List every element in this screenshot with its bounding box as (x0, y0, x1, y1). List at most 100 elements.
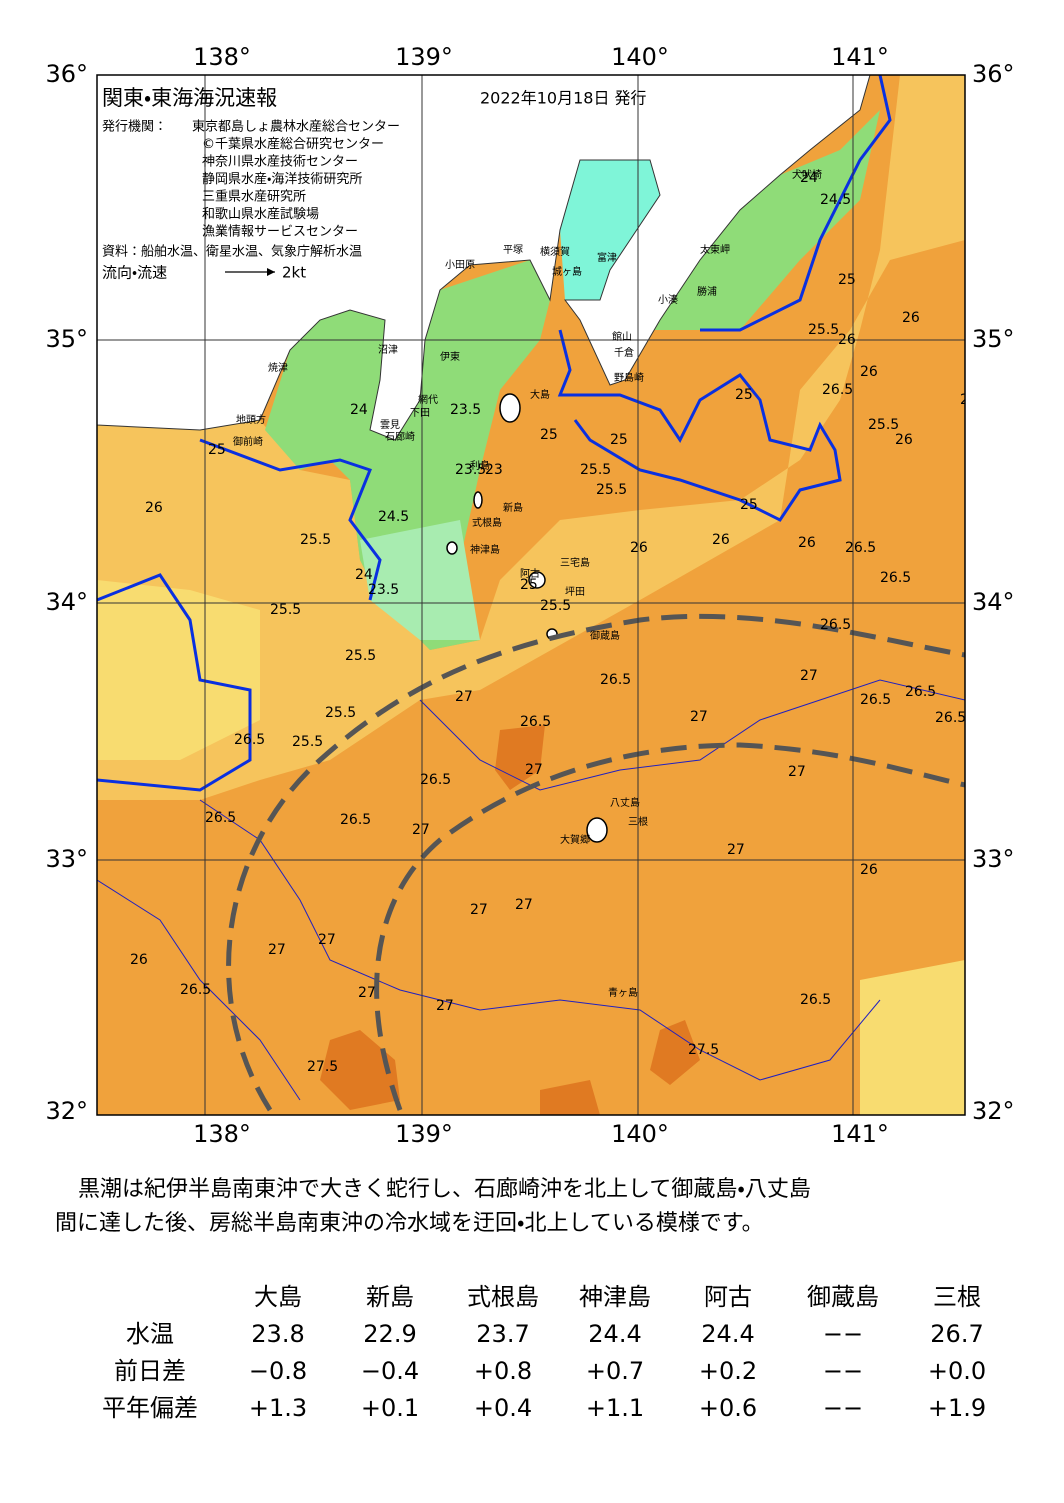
header: 関東・東海海況速報 2022年10月18日 発行 発行機関： 資料：船舶水温、衛… (102, 86, 647, 282)
contour-label: 25.5 (292, 734, 323, 750)
contour-label: 25.5 (300, 532, 331, 548)
lat-label: 35° (972, 325, 1015, 353)
contour-label: 24 (355, 567, 373, 583)
place-name: 三宅島 (560, 556, 590, 569)
cell: +0.1 (361, 1394, 419, 1422)
lon-label: 139° (395, 1120, 453, 1148)
contour-label: 27 (727, 842, 745, 858)
contour-label: 27 (788, 764, 806, 780)
contour-label: 26.5 (820, 617, 851, 633)
contour-label: 23.5 (455, 462, 486, 478)
place-name: 小田原 (445, 259, 475, 271)
contour-label: 26 (130, 952, 148, 968)
contour-label: 26.5 (520, 714, 551, 730)
cell: −0.8 (249, 1357, 307, 1385)
contour-label: 27 (525, 762, 543, 778)
lat-label: 32° (45, 1097, 88, 1125)
cell: +1.9 (928, 1394, 986, 1422)
contour-label: 26.5 (822, 382, 853, 398)
cell: +0.0 (928, 1357, 986, 1385)
sources: 資料：船舶水温、衛星水温、気象庁解析水温 (102, 244, 362, 260)
contour-label: 23 (485, 462, 503, 478)
place-name: 小湊 (658, 293, 678, 306)
cell: +0.8 (474, 1357, 532, 1385)
cell: −− (823, 1320, 863, 1348)
place-name: 三根 (628, 815, 648, 828)
cell: −− (823, 1357, 863, 1385)
issuer: 東京都島しょ農林水産総合センター (192, 119, 400, 135)
contour-label: 26 (712, 532, 730, 548)
legend-label: 流向・流速 (102, 264, 167, 282)
lat-label: 35° (45, 325, 88, 353)
place-name: 神津島 (470, 543, 500, 556)
contour-label: 25 (610, 432, 628, 448)
lat-label: 33° (972, 845, 1015, 873)
issuer: 三重県水産研究所 (202, 189, 306, 205)
lat-label: 33° (45, 845, 88, 873)
column-header: 神津島 (579, 1283, 651, 1311)
column-header: 式根島 (467, 1283, 539, 1311)
contour-label: 27 (690, 709, 708, 725)
place-name: 雲見 (380, 419, 400, 431)
contour-label: 25.5 (325, 705, 356, 721)
contour-label: 25 (740, 497, 758, 513)
lat-label: 36° (972, 60, 1015, 88)
contour-label: 23.5 (368, 582, 399, 598)
contour-label: 26.5 (420, 772, 451, 788)
contour-label: 26.5 (234, 732, 265, 748)
contour-label: 24.5 (378, 509, 409, 525)
contour-label: 26.5 (340, 812, 371, 828)
lat-label: 32° (972, 1097, 1015, 1125)
cell: +0.4 (474, 1394, 532, 1422)
cell: 22.9 (363, 1320, 416, 1348)
contour-label: 24 (350, 402, 368, 418)
cell: 24.4 (701, 1320, 754, 1348)
contour-label: 26 (630, 540, 648, 556)
contour-label: 27 (470, 902, 488, 918)
contour-label: 25.5 (868, 417, 899, 433)
place-name: 横須賀 (540, 245, 570, 258)
contour-label: 25 (208, 442, 226, 458)
cell: +1.3 (249, 1394, 307, 1422)
issuer: 漁業情報サービスセンター (202, 224, 358, 240)
contour-label: 26 (960, 392, 978, 408)
cell: +0.2 (699, 1357, 757, 1385)
contour-label: 25.5 (580, 462, 611, 478)
contour-label: 25.5 (345, 648, 376, 664)
place-name: 阿古 (520, 567, 540, 580)
place-name: 青ヶ島 (608, 986, 638, 999)
place-name: 館山 (612, 330, 632, 343)
row-label: 平年偏差 (102, 1394, 198, 1422)
contour-label: 27 (318, 932, 336, 948)
description-line: 間に達した後、房総半島南東沖の冷水域を迂回・北上している模様です。 (55, 1211, 764, 1236)
column-header: 新島 (366, 1283, 414, 1311)
place-name: 平塚 (503, 244, 523, 256)
contour-label: 24.5 (820, 192, 851, 208)
contour-label: 26.5 (905, 684, 936, 700)
contour-label: 27.5 (307, 1059, 338, 1075)
cell: 26.7 (930, 1320, 983, 1348)
contour-label: 25.5 (596, 482, 627, 498)
lon-label: 138° (193, 43, 251, 71)
place-name: 式根島 (472, 516, 502, 529)
cell: 23.7 (476, 1320, 529, 1348)
contour-label: 26.5 (880, 570, 911, 586)
place-name: 新島 (503, 501, 523, 514)
contour-label: 25.5 (808, 322, 839, 338)
place-name: 石廊崎 (385, 430, 415, 443)
column-header: 阿古 (704, 1283, 752, 1311)
column-header: 大島 (254, 1283, 302, 1311)
description-line: 黒潮は紀伊半島南東沖で大きく蛇行し、石廊崎沖を北上して御蔵島・八丈島 (78, 1177, 811, 1202)
issuer: 静岡県水産・海洋技術研究所 (202, 171, 362, 187)
contour-label: 26 (902, 310, 920, 326)
contour-label: 27 (800, 668, 818, 684)
cell: 23.8 (251, 1320, 304, 1348)
lon-label: 138° (193, 1120, 251, 1148)
cell: −− (823, 1394, 863, 1422)
contour-label: 27 (455, 689, 473, 705)
lat-label: 36° (45, 60, 88, 88)
place-name: 利島 (470, 459, 490, 472)
